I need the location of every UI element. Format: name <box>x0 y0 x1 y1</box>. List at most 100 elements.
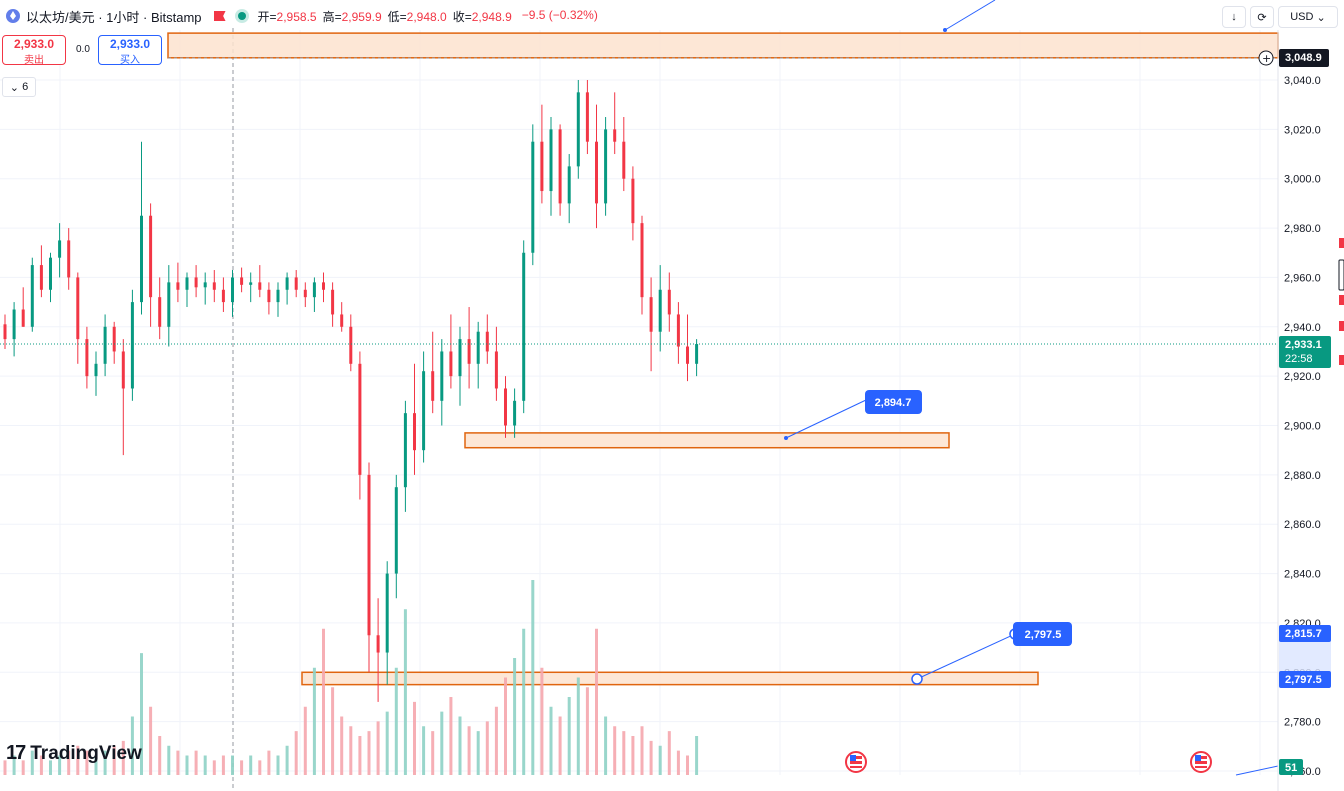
y-tick-label: 2,900.0 <box>1284 421 1321 433</box>
volume-bar <box>140 653 143 775</box>
volume-bar <box>613 726 617 775</box>
volume-bar <box>231 755 234 775</box>
volume-bar <box>112 745 116 775</box>
y-tick-label: 2,920.0 <box>1284 371 1321 383</box>
y-tick-label: 2,880.0 <box>1284 470 1321 482</box>
volume-bar <box>403 609 407 775</box>
candle-body <box>322 282 325 290</box>
candle-body <box>176 282 180 290</box>
callout-line <box>916 633 1016 680</box>
volume-bar <box>30 750 34 775</box>
reload-button[interactable]: ⟳ <box>1250 6 1274 28</box>
volume-bar <box>21 760 25 775</box>
candle-body <box>476 331 480 364</box>
candle-body <box>676 314 680 347</box>
candle-body <box>440 351 444 401</box>
high-value: 2,959.9 <box>341 9 382 24</box>
candle-body <box>276 289 280 303</box>
candle-body <box>385 573 389 653</box>
volume-bar <box>285 745 289 775</box>
alert-marker <box>1339 355 1344 365</box>
volume-bar <box>540 667 544 775</box>
flag-icon[interactable] <box>213 11 226 21</box>
support-zones <box>167 32 1279 686</box>
volume-bar <box>212 760 216 775</box>
callout-anchor <box>911 673 923 685</box>
volume-value-label-bg <box>1279 759 1303 775</box>
candle-body <box>185 277 189 290</box>
sell-button[interactable]: 2,933.0 卖出 <box>2 35 66 66</box>
support-zone <box>301 671 1039 686</box>
tradingview-logo-icon: 17 <box>6 742 26 764</box>
scroll-down-button[interactable]: ↓ <box>1222 6 1246 28</box>
candle-body <box>349 326 353 364</box>
candle-body <box>585 92 589 142</box>
currency-select[interactable]: USD ⌄ <box>1278 6 1338 28</box>
volume-bar <box>3 760 7 775</box>
candle-body <box>203 282 207 288</box>
flag-canton <box>850 755 856 761</box>
add-alert-icon <box>1258 50 1274 66</box>
symbol-name[interactable]: 以太坊/美元 · 1小时 · Bitstamp <box>6 7 202 26</box>
callout-box <box>865 390 922 414</box>
volume-bar <box>513 658 517 775</box>
trend-line <box>944 0 996 31</box>
volume-bar <box>221 755 225 775</box>
volume-bar <box>549 706 553 775</box>
volume-bar <box>39 755 43 775</box>
volume-bar <box>203 755 207 775</box>
candle-body <box>431 371 435 401</box>
candle-body <box>422 371 426 451</box>
low-value: 2,948.0 <box>406 9 447 24</box>
y-tick-label: 2,940.0 <box>1284 322 1321 334</box>
volume-bar <box>12 755 16 775</box>
volume-bar <box>485 721 489 775</box>
candle-body <box>485 331 489 352</box>
candle-body <box>303 289 307 298</box>
volume-bar <box>340 716 344 775</box>
candle-body <box>158 297 162 327</box>
candle-body <box>58 240 62 258</box>
volume-bar <box>240 760 244 775</box>
candle-body <box>403 413 407 488</box>
candle-body <box>249 282 253 285</box>
open-value: 2,958.5 <box>276 9 317 24</box>
candle-body <box>695 344 699 364</box>
market-status-icon <box>237 12 246 20</box>
level-a-price-label-bg <box>1279 625 1331 642</box>
candle-body <box>394 487 398 574</box>
top-zone-price-label-bg <box>1279 49 1329 67</box>
flag-stripe <box>850 761 862 764</box>
candle-body <box>413 413 416 451</box>
volume-bar <box>604 716 608 775</box>
volume-bar <box>358 736 362 775</box>
buy-button[interactable]: 2,933.0 买入 <box>98 35 162 66</box>
candle-body <box>167 282 171 327</box>
volume-value-label: 51 <box>1285 762 1297 774</box>
volume-bar <box>176 750 180 775</box>
level-b-price-label-bg <box>1279 671 1331 688</box>
open-label: 开= <box>257 9 277 24</box>
volume-bar <box>504 677 507 775</box>
level-b-price-label: 2,797.5 <box>1285 674 1322 686</box>
sell-label: 卖出 <box>24 55 44 66</box>
candle-body <box>558 129 562 204</box>
candle-body <box>149 215 153 298</box>
candle-body <box>331 289 335 315</box>
y-tick-label: 3,040.0 <box>1284 75 1321 87</box>
candle-body <box>39 265 43 290</box>
candle-body <box>458 339 462 377</box>
candle-body <box>85 339 89 377</box>
volume-bar <box>467 726 471 775</box>
indicators-toggle[interactable]: ⌄ 6 <box>2 77 36 97</box>
volume-bar <box>249 755 253 775</box>
volume-bar <box>695 736 699 775</box>
volume-bar <box>376 721 380 775</box>
change-value: −9.5 (−0.32%) <box>521 7 598 22</box>
current-price-bg <box>1279 336 1331 368</box>
candle-body <box>504 388 507 426</box>
volume-bar <box>649 740 653 775</box>
volume-bar <box>322 628 325 775</box>
volume-bar <box>558 716 562 775</box>
